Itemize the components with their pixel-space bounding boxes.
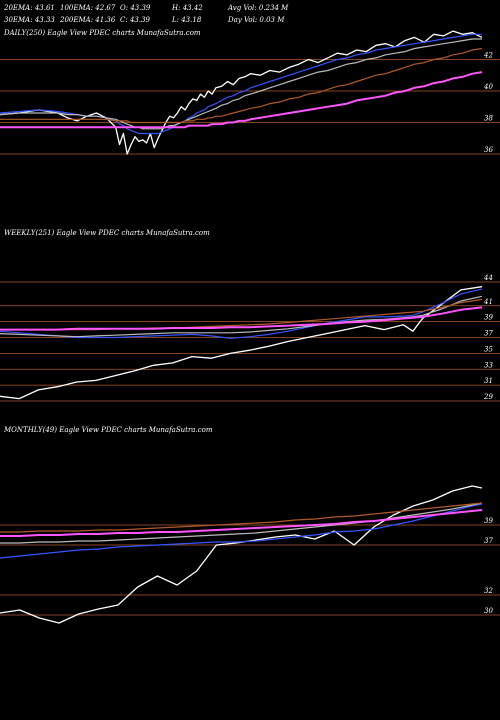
header-low: L: 43.18: [171, 16, 202, 24]
header-day-vol: Day Vol: 0.03 M: [227, 16, 285, 24]
daily-ema20-line: [0, 33, 482, 135]
weekly-tick-label-41: 41: [483, 298, 493, 306]
indicator-header: 20EMA: 43.61 100EMA: 42.67 O: 43.39 H: 4…: [3, 4, 289, 24]
header-ema100: 100EMA: 42.67: [60, 4, 116, 12]
weekly-tick-label-29: 29: [483, 393, 493, 401]
header-close: C: 43.39: [120, 16, 151, 24]
header-ema20: 20EMA: 43.61: [3, 4, 55, 12]
daily-tick-label-38: 38: [484, 114, 493, 122]
header-avg-vol: Avg Vol: 0.234 M: [227, 4, 289, 12]
monthly-ema100-line: [0, 502, 483, 533]
weekly-panel-title: WEEKLY(251) Eagle View PDEC charts Munaf…: [4, 229, 210, 237]
weekly-price-line: [0, 286, 483, 400]
monthly-tick-label-39: 39: [484, 517, 493, 525]
weekly-panel: WEEKLY(251) Eagle View PDEC charts Munaf…: [0, 229, 500, 402]
monthly-tick-label-30: 30: [484, 607, 493, 615]
monthly-ema30-line: [0, 502, 483, 544]
daily-ema100-line: [0, 47, 483, 124]
monthly-ema200-line: [0, 509, 483, 537]
monthly-panel: MONTHLY(49) Eagle View PDEC charts Munaf…: [0, 426, 500, 624]
header-open: O: 43.39: [120, 4, 151, 12]
daily-tick-label-36: 36: [484, 146, 493, 154]
daily-panel: DAILY(250) Eagle View PDEC charts Munafa…: [0, 29, 500, 155]
weekly-tick-label-39: 39: [484, 314, 493, 322]
weekly-tick-label-35: 35: [484, 345, 493, 353]
monthly-tick-label-37: 37: [484, 537, 493, 545]
monthly-tick-label-32: 32: [484, 587, 493, 595]
monthly-panel-title: MONTHLY(49) Eagle View PDEC charts Munaf…: [3, 426, 213, 434]
monthly-ema20-line: [0, 503, 483, 559]
daily-panel-title: DAILY(250) Eagle View PDEC charts Munafa…: [3, 29, 201, 37]
header-high: H: 43.42: [171, 4, 203, 12]
daily-tick-label-40: 40: [483, 83, 493, 91]
daily-ema30-line: [0, 38, 482, 130]
weekly-tick-label-31: 31: [484, 377, 493, 385]
weekly-ema20-line: [0, 288, 483, 339]
header-ema30: 30EMA: 43.33: [4, 16, 55, 24]
daily-ema200-line: [0, 71, 483, 129]
header-ema200: 200EMA: 41.36: [59, 16, 116, 24]
daily-price-line: [0, 30, 483, 155]
weekly-tick-label-37: 37: [484, 330, 493, 338]
weekly-tick-label-33: 33: [484, 361, 493, 369]
weekly-ema200-line: [0, 306, 483, 331]
weekly-tick-label-44: 44: [483, 274, 493, 282]
daily-tick-label-42: 42: [483, 51, 493, 59]
